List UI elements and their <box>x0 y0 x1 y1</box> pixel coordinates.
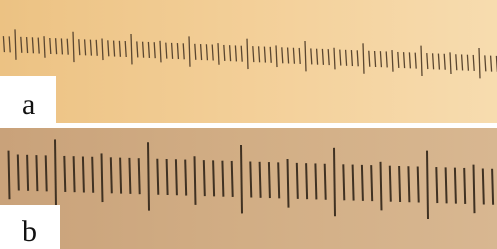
ruler-tick <box>399 166 400 202</box>
ruler-tick <box>139 158 140 194</box>
page: a b (() => { const data = JSON.parse(doc… <box>0 0 497 249</box>
ruler-tick <box>446 167 447 203</box>
ruler-tick <box>157 159 158 195</box>
ruler-tick <box>427 151 428 219</box>
ruler-tick <box>353 165 354 201</box>
ruler-tick <box>222 161 223 197</box>
ruler-tick <box>55 139 56 207</box>
ruler-tick <box>46 155 47 191</box>
ruler-tick <box>148 142 149 210</box>
ruler-tick <box>232 161 233 197</box>
ruler-tick <box>167 159 168 195</box>
ruler-tick <box>483 168 484 204</box>
ruler-tick <box>185 160 186 196</box>
ruler-tick <box>27 155 28 191</box>
ruler-tick <box>9 151 10 200</box>
ruler-tick <box>269 162 270 198</box>
ruler-tick <box>83 156 84 192</box>
ruler-tick <box>36 155 37 191</box>
ruler-tick <box>288 159 289 208</box>
ruler-tick <box>464 168 465 204</box>
panel-label: a <box>22 88 35 121</box>
ruler-tick <box>74 156 75 192</box>
ruler-tick <box>120 158 121 194</box>
ruler-tick <box>343 164 344 200</box>
ruler-tick <box>297 163 298 199</box>
ruler-tick <box>92 157 93 193</box>
ruler-tick <box>204 160 205 196</box>
ruler-tick <box>390 166 391 202</box>
ruler-tick <box>436 167 437 203</box>
ruler-tick <box>195 156 196 205</box>
ruler-tick <box>455 168 456 204</box>
ruler-tick <box>213 160 214 196</box>
ruler-tick <box>260 162 261 198</box>
panel-label: b <box>22 215 37 248</box>
ruler-tick <box>102 153 103 202</box>
ruler-tick <box>241 145 242 213</box>
ruler-tick <box>492 169 493 205</box>
ruler-tick <box>306 163 307 199</box>
ruler-tick <box>278 162 279 198</box>
ruler-tick <box>111 157 112 193</box>
ruler-tick <box>474 165 475 214</box>
figure: a b <box>0 0 497 249</box>
ruler-tick <box>325 164 326 200</box>
ruler-tick <box>250 162 251 198</box>
ruler-tick <box>176 159 177 195</box>
ruler-tick <box>334 148 335 216</box>
ruler-tick <box>381 162 382 211</box>
ruler-tick <box>418 167 419 203</box>
ruler-tick <box>315 163 316 199</box>
ruler-tick <box>18 155 19 191</box>
ruler-tick <box>362 165 363 201</box>
ruler-tick <box>408 166 409 202</box>
ruler-tick <box>371 165 372 201</box>
ruler-tick <box>64 156 65 192</box>
ruler-tick <box>129 158 130 194</box>
